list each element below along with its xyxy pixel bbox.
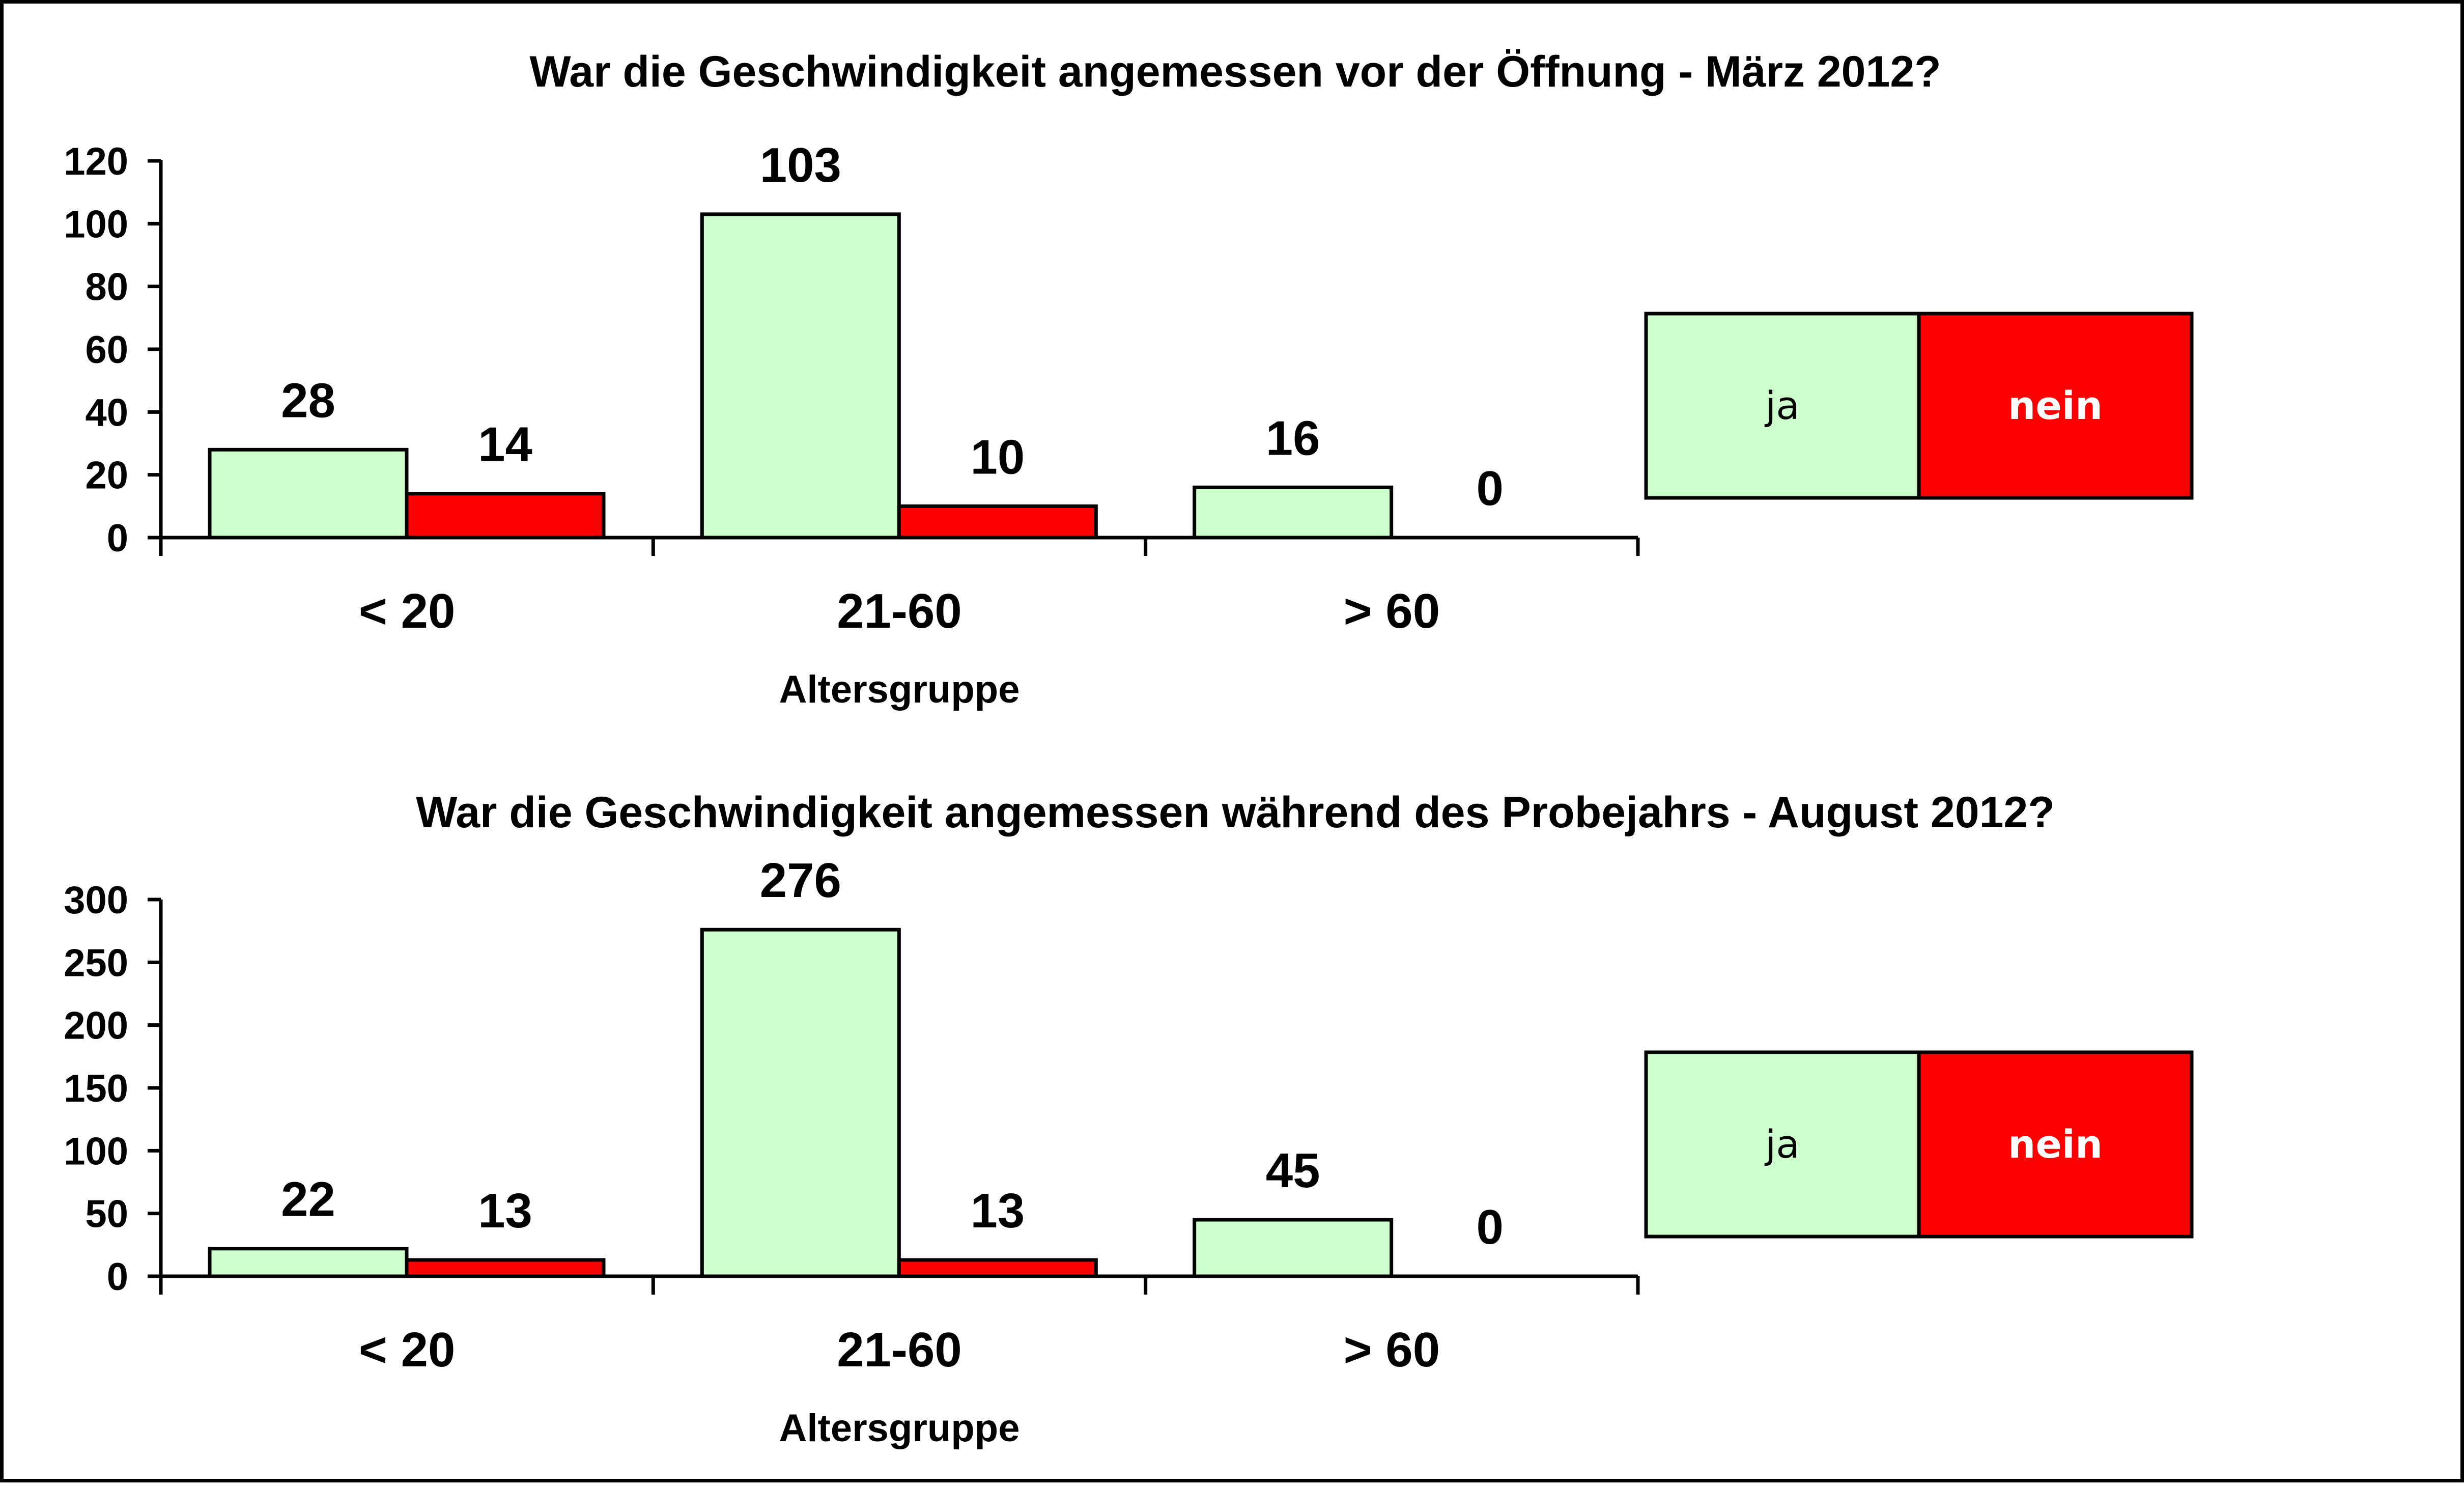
data-label: 276 [760,853,841,908]
x-tick-labels: < 20 21-60 > 60 [359,584,1440,638]
y-tick-label: 200 [64,1004,128,1048]
legend-swatch-ja [1644,312,1921,500]
bar-ja [700,212,901,540]
data-label: 10 [970,430,1025,484]
bar-ja [700,928,901,1278]
x-tick-labels: < 20 21-60 > 60 [359,1323,1440,1377]
data-label: 0 [1476,1200,1503,1254]
chart-bottom: War die Geschwindigkeit angemessen währe… [64,788,2194,1450]
y-tick-label: 150 [64,1067,128,1110]
x-tick-label: < 20 [359,584,456,638]
bars [208,928,1394,1278]
charts-canvas: War die Geschwindigkeit angemessen vor d… [64,47,2194,1450]
legend-label-ja: ja [1764,383,1800,428]
y-tick-label: 100 [64,1130,128,1173]
bar-nein [405,1258,606,1278]
y-tick-label: 0 [107,517,128,560]
y-tick-label: 20 [85,454,128,497]
chart-top: War die Geschwindigkeit angemessen vor d… [64,47,2194,711]
y-tick-label: 40 [85,391,128,434]
legend-swatch-nein [1917,1050,2194,1239]
bar-nein [897,1258,1098,1278]
y-tick-labels: 0 20 40 60 80 100 120 [64,140,128,560]
data-label: 13 [478,1184,532,1238]
legend-label-nein: nein [2008,383,2103,428]
y-tick-labels: 0 50 100 150 200 250 300 [64,879,128,1299]
bar-nein [405,492,606,540]
x-ticks [159,1276,1640,1295]
x-axis-label: Altersgruppe [779,1407,1020,1450]
y-tick-label: 300 [64,879,128,922]
bars [208,212,1394,540]
x-tick-label: > 60 [1344,1323,1440,1377]
y-tick-label: 60 [85,328,128,372]
data-label: 13 [970,1184,1025,1238]
bar-ja [208,1247,409,1278]
data-labels: 22 276 45 13 13 0 [281,853,1504,1254]
data-label: 45 [1266,1143,1320,1198]
bar-ja [208,447,409,540]
y-tick-label: 0 [107,1255,128,1299]
legend-swatch-ja [1644,1050,1921,1239]
y-ticks [148,159,161,540]
bar-nein [897,504,1098,540]
y-ticks [148,898,161,1278]
x-ticks [159,538,1640,556]
x-tick-label: > 60 [1344,584,1440,638]
y-tick-label: 250 [64,941,128,985]
data-label: 22 [281,1172,335,1227]
bar-ja [1193,1218,1394,1278]
data-label: 0 [1476,461,1503,516]
chart-title: War die Geschwindigkeit angemessen vor d… [529,47,1941,96]
x-axis-label: Altersgruppe [779,668,1020,711]
y-tick-label: 80 [85,266,128,309]
data-label: 103 [760,138,841,192]
legend: ja nein [1644,1050,2194,1239]
legend: ja nein [1644,312,2194,500]
legend-label-ja: ja [1764,1121,1800,1167]
data-labels: 28 103 16 14 10 0 [281,138,1504,516]
x-tick-label: 21-60 [837,584,962,638]
bar-ja [1193,485,1394,540]
x-tick-label: 21-60 [837,1323,962,1377]
data-label: 16 [1266,411,1320,465]
chart-title: War die Geschwindigkeit angemessen währe… [416,788,2055,837]
legend-label-nein: nein [2008,1121,2103,1167]
y-tick-label: 50 [85,1193,128,1236]
legend-swatch-nein [1917,312,2194,500]
y-tick-label: 100 [64,203,128,246]
data-label: 14 [478,417,532,472]
y-tick-label: 120 [64,140,128,183]
data-label: 28 [281,373,335,428]
x-tick-label: < 20 [359,1323,456,1377]
